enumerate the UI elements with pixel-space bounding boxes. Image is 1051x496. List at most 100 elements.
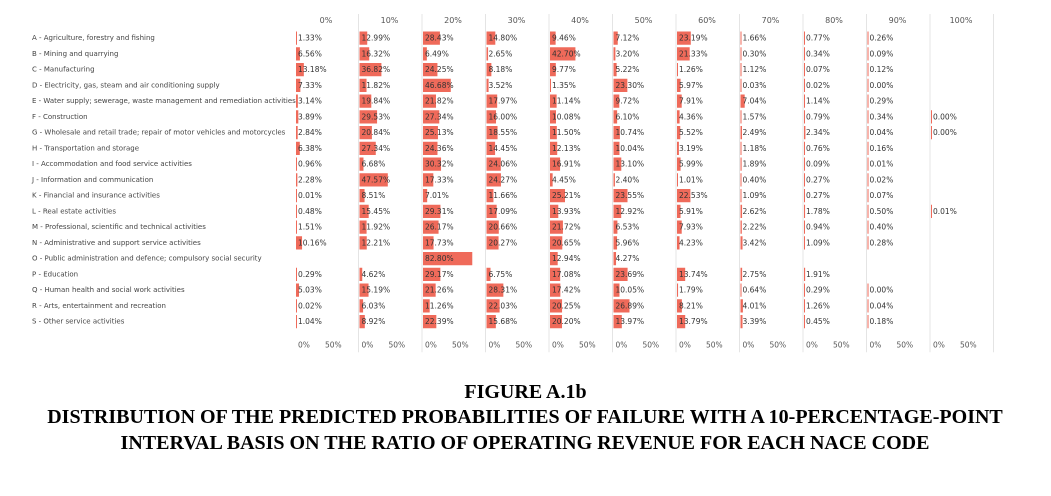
value-label: 21.26% <box>425 286 454 295</box>
heatmap-bar <box>740 126 742 140</box>
value-label: 17.97% <box>489 97 518 106</box>
row-label: L - Real estate activities <box>32 207 116 215</box>
heatmap-bar <box>423 94 436 108</box>
value-label: 7.12% <box>616 34 640 43</box>
value-label: 1.51% <box>298 223 322 232</box>
value-label: 1.26% <box>806 301 830 310</box>
heatmap-bar <box>359 283 369 297</box>
heatmap-bar <box>677 63 678 77</box>
heatmap-bar <box>613 283 620 297</box>
heatmap-bar <box>296 63 304 77</box>
value-label: 5.22% <box>616 65 640 74</box>
heatmap-bar <box>359 189 365 203</box>
value-label: 0.96% <box>298 160 322 169</box>
heatmap-bar <box>486 63 492 77</box>
heatmap-bar <box>677 299 682 313</box>
value-label: 20.25% <box>552 301 581 310</box>
heatmap-chart: 0% 10% 20% 30% 40% 50% 60% 70% 80% 90% 100% A - Agr… <box>31 14 994 353</box>
value-label: 6.53% <box>616 223 640 232</box>
value-label: 11.26% <box>425 301 454 310</box>
heatmap-bar <box>359 299 364 313</box>
value-label: 4.45% <box>552 175 576 184</box>
heatmap-bar <box>613 220 618 234</box>
heatmap-bar <box>867 189 869 203</box>
heatmap-bar <box>740 315 743 329</box>
heatmap-bar <box>613 252 617 266</box>
value-label: 0.29% <box>298 270 322 279</box>
heatmap-bar <box>296 47 300 61</box>
value-label: 19.84% <box>362 97 391 106</box>
heatmap-bar <box>296 267 297 281</box>
heatmap-bar <box>550 126 557 140</box>
value-label: 29.17% <box>425 270 454 279</box>
value-label: 1.89% <box>743 160 767 169</box>
heatmap-bar <box>359 31 368 45</box>
value-label: 16.32% <box>362 49 391 58</box>
heatmap-bar <box>613 31 618 45</box>
value-label: 0.01% <box>933 207 957 216</box>
heatmap-bar <box>423 126 438 140</box>
value-label: 2.49% <box>743 128 767 137</box>
value-label: 29.31% <box>425 207 454 216</box>
value-label: 0.40% <box>870 223 894 232</box>
heatmap-bar <box>867 47 869 61</box>
row-label: O - Public administration and defence; c… <box>32 255 262 263</box>
heatmap-bar <box>423 141 438 155</box>
heatmap-bar <box>677 236 680 250</box>
heatmap-bar <box>867 283 869 297</box>
heatmap-bar <box>613 110 618 124</box>
value-label: 13.93% <box>552 207 581 216</box>
sub-axis-tick: 50% <box>897 340 914 349</box>
heatmap-bar <box>613 236 618 250</box>
value-label: 1.04% <box>298 317 322 326</box>
heatmap-bar <box>804 126 806 140</box>
heatmap-bar <box>677 267 686 281</box>
heatmap-bar <box>359 110 378 124</box>
heatmap-bar <box>804 47 805 61</box>
value-label: 46.68% <box>425 81 454 90</box>
heatmap-bar <box>867 315 869 329</box>
value-label: 0.77% <box>806 34 830 43</box>
value-label: 0.45% <box>806 317 830 326</box>
value-label: 17.09% <box>489 207 518 216</box>
value-label: 3.19% <box>679 144 703 153</box>
heatmap-bar <box>677 94 682 108</box>
value-label: 18.55% <box>489 128 518 137</box>
heatmap-bar <box>486 315 496 329</box>
heatmap-bar <box>423 267 441 281</box>
value-label: 5.91% <box>679 207 703 216</box>
heatmap-bar <box>613 173 615 187</box>
heatmap-bar <box>613 189 628 203</box>
heatmap-bar <box>359 173 388 187</box>
value-label: 20.27% <box>489 238 518 247</box>
heatmap-bar <box>423 252 473 266</box>
heatmap-bar <box>296 78 301 92</box>
top-tick-label: 40% <box>571 16 589 25</box>
heatmap-bar <box>296 110 299 124</box>
value-label: 15.45% <box>362 207 391 216</box>
value-label: 8.18% <box>489 65 513 74</box>
value-label: 6.03% <box>362 301 386 310</box>
heatmap-bar <box>486 283 504 297</box>
value-label: 5.96% <box>616 238 640 247</box>
heatmap-bar <box>867 63 869 77</box>
value-label: 23.19% <box>679 34 708 43</box>
value-label: 2.75% <box>743 270 767 279</box>
value-label: 22.53% <box>679 191 708 200</box>
value-label: 20.66% <box>489 223 518 232</box>
heatmap-bar <box>486 157 501 171</box>
heatmap-bar <box>677 173 678 187</box>
heatmap-bar <box>867 31 869 45</box>
value-label: 1.79% <box>679 286 703 295</box>
top-tick-label: 90% <box>889 16 907 25</box>
sub-axis-tick: 50% <box>452 340 469 349</box>
heatmap-bar <box>804 204 806 218</box>
sub-axis-tick: 0% <box>933 340 945 349</box>
heatmap-bar <box>804 173 805 187</box>
value-label: 14.80% <box>489 34 518 43</box>
heatmap-bar <box>804 220 805 234</box>
value-label: 6.10% <box>616 112 640 121</box>
heatmap-bar <box>613 315 622 329</box>
heatmap-bar <box>423 315 437 329</box>
heatmap-bar <box>613 78 628 92</box>
